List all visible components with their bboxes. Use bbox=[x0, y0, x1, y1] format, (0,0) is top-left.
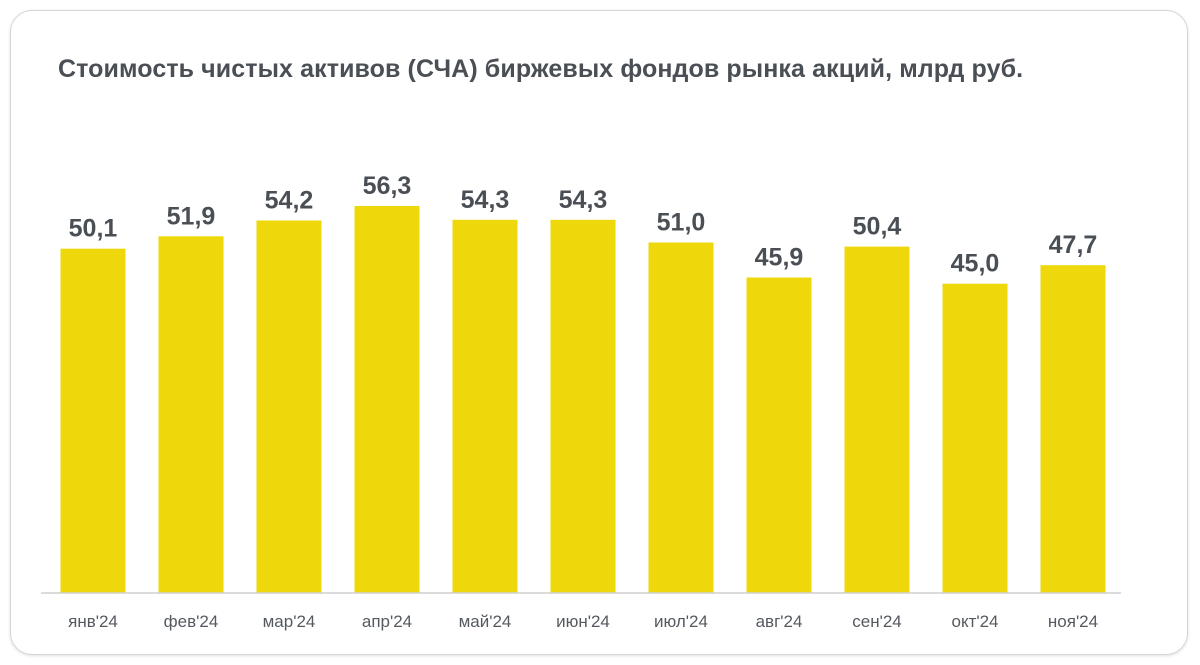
bar-10 bbox=[942, 283, 1008, 593]
bar-value-label-8: 45,9 bbox=[755, 244, 804, 272]
bar-5 bbox=[452, 219, 518, 594]
chart-title: Стоимость чистых активов (СЧА) биржевых … bbox=[58, 55, 1024, 83]
bar-3 bbox=[256, 220, 322, 593]
x-tick-label-8: авг'24 bbox=[756, 612, 803, 631]
bars-group bbox=[60, 206, 1106, 594]
bar-value-label-5: 54,3 bbox=[461, 186, 510, 214]
value-labels-group: 50,1 51,9 54,2 56,3 54,3 54,3 51,0 45,9 50,4 45,0… bbox=[69, 172, 1098, 278]
bar-chart: 50,1 51,9 54,2 56,3 54,3 54,3 51,0 45,9 50,4 45,0… bbox=[41, 172, 1121, 631]
x-tick-label-11: ноя'24 bbox=[1048, 612, 1098, 631]
x-tick-label-6: июн'24 bbox=[556, 612, 610, 631]
x-tick-label-10: окт'24 bbox=[951, 612, 998, 631]
bar-value-label-1: 50,1 bbox=[69, 215, 118, 243]
x-tick-label-9: сен'24 bbox=[852, 612, 902, 631]
x-tick-labels-group: янв'24 фев'24 мар'24 апр'24 май'24 июн'24 июл'… bbox=[68, 612, 1098, 631]
bar-9 bbox=[844, 246, 910, 593]
bar-value-label-4: 56,3 bbox=[363, 172, 412, 200]
x-tick-label-1: янв'24 bbox=[68, 612, 118, 631]
bar-value-label-10: 45,0 bbox=[951, 250, 1000, 278]
bar-6 bbox=[550, 219, 616, 594]
bar-value-label-3: 54,2 bbox=[265, 187, 314, 215]
bar-value-label-7: 51,0 bbox=[657, 209, 706, 237]
bar-value-label-9: 50,4 bbox=[853, 213, 902, 241]
bar-value-label-6: 54,3 bbox=[559, 186, 608, 214]
bar-2 bbox=[158, 236, 224, 594]
x-tick-label-5: май'24 bbox=[459, 612, 512, 631]
x-tick-label-3: мар'24 bbox=[263, 612, 316, 631]
bar-value-label-11: 47,7 bbox=[1049, 231, 1098, 259]
chart-card: Стоимость чистых активов (СЧА) биржевых … bbox=[10, 10, 1188, 655]
bar-7 bbox=[648, 242, 714, 593]
bar-4 bbox=[354, 206, 420, 593]
bar-value-label-2: 51,9 bbox=[167, 202, 216, 230]
x-tick-label-4: апр'24 bbox=[362, 612, 412, 631]
bar-1 bbox=[60, 248, 126, 593]
bar-8 bbox=[746, 277, 812, 593]
x-tick-label-2: фев'24 bbox=[164, 612, 219, 631]
x-tick-label-7: июл'24 bbox=[654, 612, 708, 631]
bar-11 bbox=[1040, 265, 1106, 593]
